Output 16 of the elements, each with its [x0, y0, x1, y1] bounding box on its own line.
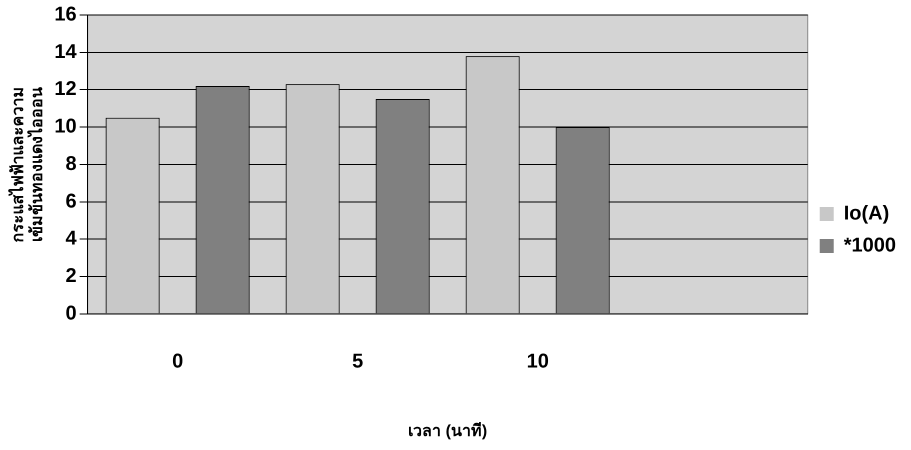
x-tick-label: 0: [172, 350, 184, 372]
x-axis-title: เวลา (นาที): [408, 420, 488, 440]
y-tick-label: 10: [54, 116, 77, 138]
y-axis-title: กระแสไฟฟ้าและความ เข้มข้นทองแดงไอออน: [8, 86, 46, 242]
y-tick-label: 16: [54, 4, 77, 26]
legend-label: *1000: [844, 234, 896, 257]
y-tick-label: 4: [66, 228, 78, 250]
y-tick-label: 2: [66, 264, 77, 287]
x-tick-label: 10: [526, 350, 549, 372]
y-tick-label: 0: [66, 302, 77, 324]
y-tick-label: 8: [66, 152, 77, 175]
legend-label: Io(A): [844, 202, 890, 225]
x-tick-label: 5: [352, 350, 364, 372]
y-tick-label: 6: [66, 190, 77, 212]
y-tick-label: 14: [54, 40, 78, 63]
y-tick-label: 12: [54, 78, 77, 100]
